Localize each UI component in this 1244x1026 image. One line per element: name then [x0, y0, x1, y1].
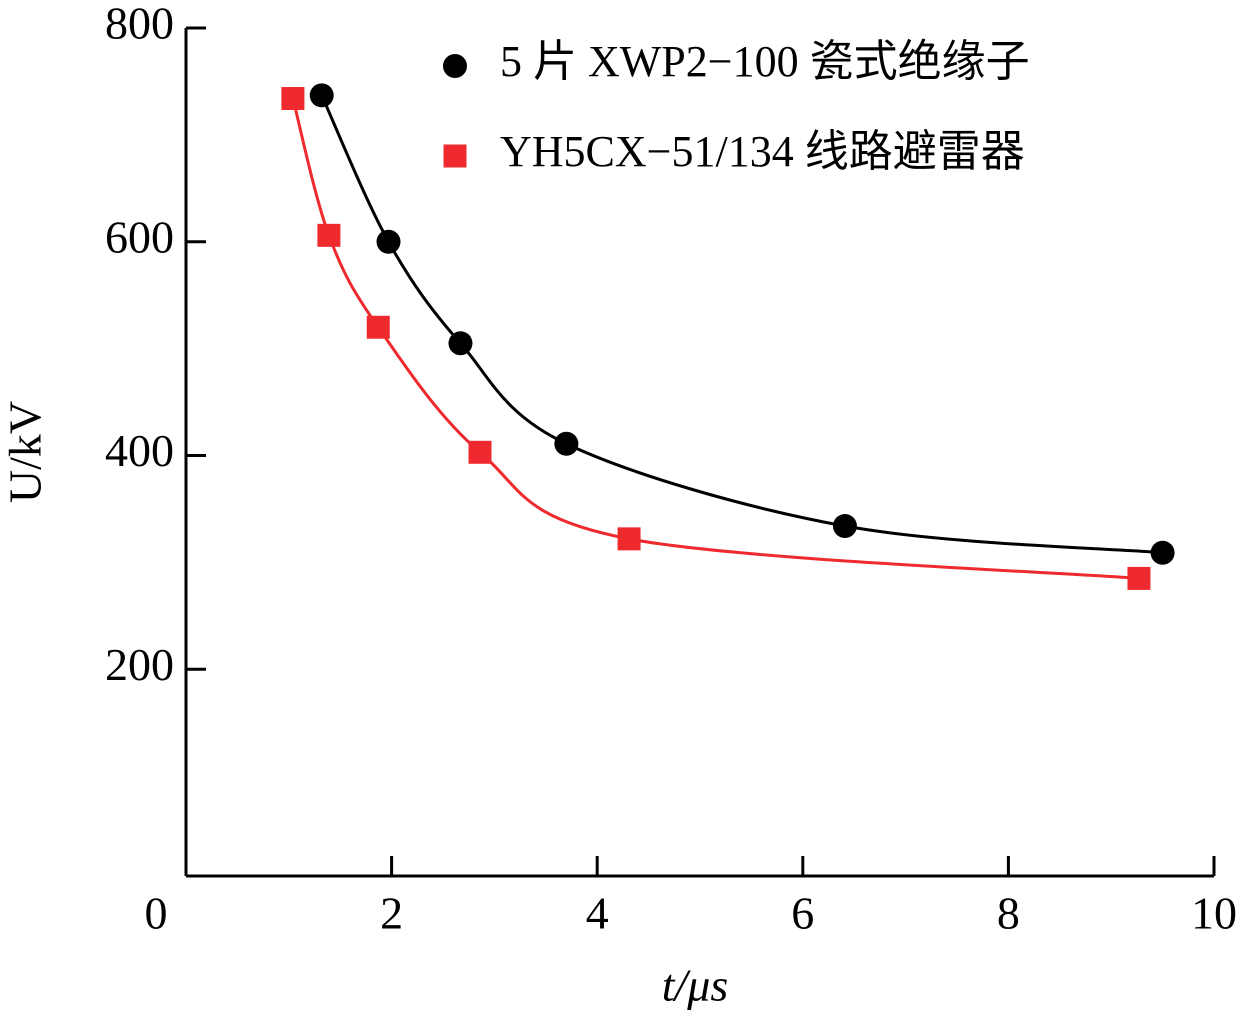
- legend-label: YH5CX−51/134 线路避雷器: [500, 127, 1025, 176]
- legend-label: 5 片 XWP2−100 瓷式绝缘子: [500, 37, 1030, 86]
- data-point: [554, 431, 579, 456]
- x-tick-label: 8: [997, 888, 1020, 939]
- data-point: [376, 229, 401, 254]
- legend-marker: [443, 144, 467, 168]
- y-tick-label: 400: [105, 425, 174, 476]
- x-axis-label: t/μs: [662, 960, 729, 1011]
- data-point: [448, 331, 473, 356]
- x-tick-label: 0: [145, 888, 168, 939]
- x-tick-label: 2: [380, 888, 403, 939]
- legend-marker: [443, 54, 467, 78]
- x-tick-label: 10: [1191, 888, 1237, 939]
- data-point: [309, 83, 334, 108]
- data-point: [832, 514, 857, 539]
- data-point: [317, 223, 341, 247]
- y-axis-label: U/kV: [0, 401, 51, 503]
- y-tick-label: 800: [105, 0, 174, 49]
- data-point: [1150, 540, 1175, 565]
- x-tick-label: 4: [586, 888, 609, 939]
- data-point: [1127, 566, 1151, 590]
- data-point: [468, 440, 492, 464]
- data-point: [617, 527, 641, 551]
- data-point: [366, 315, 390, 339]
- data-point: [281, 87, 305, 111]
- y-tick-label: 600: [105, 211, 174, 262]
- y-tick-label: 200: [105, 639, 174, 690]
- x-tick-label: 6: [791, 888, 814, 939]
- legend: 5 片 XWP2−100 瓷式绝缘子 YH5CX−51/134 线路避雷器: [443, 37, 1030, 176]
